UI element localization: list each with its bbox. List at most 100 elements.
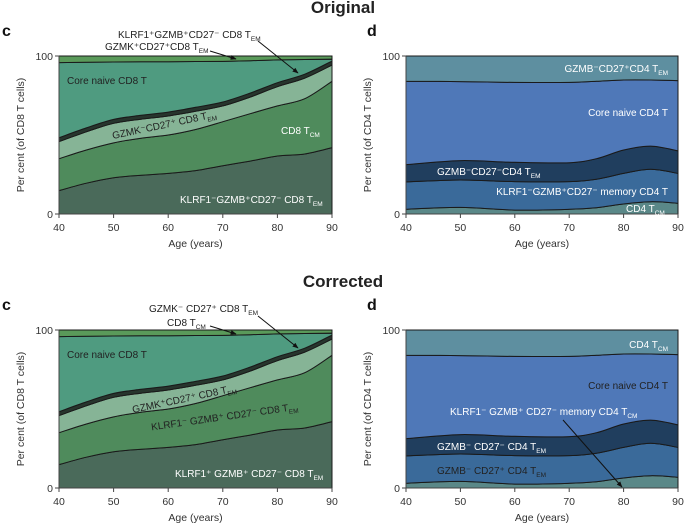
series-label-main: KLRF1⁻GZMB⁺CD27⁻ CD8 T <box>180 195 313 206</box>
label-arrow <box>209 325 237 335</box>
series-label-main: KLRF1⁻GZMB⁺CD27⁻ memory CD4 T <box>496 187 668 198</box>
series-label: CD8 TCM <box>281 126 320 139</box>
panel-letter: c <box>2 297 11 314</box>
series-label: GZMK⁻ CD27⁺ CD8 TEM <box>149 304 258 317</box>
x-axis-label: Age (years) <box>515 512 569 524</box>
panel-letter: c <box>2 23 11 40</box>
series-label-main: GZMB⁻ CD27⁺ CD4 T <box>437 466 536 477</box>
series-label-subscript: CM <box>658 346 668 353</box>
y-tick-label: 0 <box>47 483 53 495</box>
x-tick-label: 90 <box>326 496 338 508</box>
label-arrow <box>562 419 623 488</box>
y-axis-label: Per cent (of CD4 T cells) <box>362 78 374 193</box>
x-tick-label: 40 <box>53 222 65 234</box>
series-label: CD8 TCM <box>167 318 206 331</box>
series-label: KLRF1⁺GZMB⁺CD27⁻ CD8 TEM <box>118 30 261 43</box>
series-label-main: Core naive CD4 T <box>588 108 668 119</box>
x-tick-label: 90 <box>672 496 684 508</box>
series-label-main: CD8 T <box>167 318 196 329</box>
series-label-subscript: EM <box>227 389 238 398</box>
series-label: Core naive CD4 T <box>588 381 668 392</box>
series-label-main: Core naive CD8 T <box>67 76 147 87</box>
series-label-subscript: EM <box>536 448 546 455</box>
series-label-main: KLRF1⁻ GZMB⁺ CD27⁻ memory CD4 T <box>450 407 627 418</box>
label-arrow <box>257 40 299 74</box>
series-label-main: GZMB⁻CD27⁺CD4 T <box>565 64 659 75</box>
area-series-5 <box>58 55 333 64</box>
x-tick-label: 70 <box>217 222 229 234</box>
series-label-subscript: EM <box>536 472 546 479</box>
chart-panel-corrected-c: 40 50 60 70 80 90 0 100 Age (years) Per cent (of … <box>15 304 338 524</box>
series-label-subscript: EM <box>313 475 323 482</box>
chart-panel-original-d: 40 50 60 70 80 90 0 100 Age (years) Per cent (of … <box>362 51 684 250</box>
y-tick-label: 100 <box>35 325 53 337</box>
series-label-main: CD4 T <box>626 204 655 215</box>
series-label: KLRF1⁻GZMB⁺CD27⁻ CD8 TEM <box>180 195 323 208</box>
x-tick-label: 50 <box>108 222 120 234</box>
series-label: Core naive CD8 T <box>67 76 147 87</box>
series-label-subscript: EM <box>531 173 541 180</box>
y-tick-label: 100 <box>382 325 400 337</box>
y-tick-label: 0 <box>394 209 400 221</box>
series-label-main: GZMK⁻ CD27⁺ CD8 T <box>149 304 248 315</box>
x-tick-label: 50 <box>455 222 467 234</box>
series-label-subscript: EM <box>288 408 299 416</box>
series-label: KLRF1⁻GZMB⁺CD27⁻ memory CD4 T <box>496 187 668 198</box>
label-arrow <box>209 50 237 60</box>
x-tick-label: 60 <box>509 222 521 234</box>
series-label: GZMB⁻CD27⁺CD4 TEM <box>565 64 668 77</box>
series-label-subscript: EM <box>658 70 668 77</box>
y-tick-label: 0 <box>394 483 400 495</box>
x-tick-label: 60 <box>162 222 174 234</box>
series-label: Core naive CD4 T <box>588 108 668 119</box>
series-label-main: GZMB⁻CD27⁻CD4 T <box>437 167 531 178</box>
chart-panel-original-c: 40 50 60 70 80 90 0 100 Age (years) Per cent (of … <box>15 30 338 250</box>
y-tick-label: 0 <box>47 209 53 221</box>
section-title-original: Original <box>311 0 375 17</box>
series-label-subscript: EM <box>248 310 258 317</box>
y-axis-label: Per cent (of CD4 T cells) <box>362 352 374 467</box>
y-tick-label: 100 <box>382 51 400 63</box>
series-label: CD4 TCM <box>626 204 665 217</box>
series-label: Core naive CD8 T <box>67 350 147 361</box>
panel-letter: d <box>367 23 377 40</box>
x-tick-label: 40 <box>400 222 412 234</box>
series-label-main: Core naive CD8 T <box>67 350 147 361</box>
series-label: GZMB⁻CD27⁻CD4 TEM <box>437 167 540 180</box>
x-axis-label: Age (years) <box>168 512 222 524</box>
series-label: KLRF1⁺ GZMB⁺ CD27⁻ CD8 TEM <box>175 469 323 482</box>
x-tick-label: 90 <box>326 222 338 234</box>
series-label-subscript: EM <box>207 115 218 124</box>
series-label: CD4 TCM <box>629 340 668 353</box>
series-label-main: KLRF1⁺GZMB⁺CD27⁻ CD8 T <box>118 30 251 41</box>
section-title-corrected: Corrected <box>303 272 383 291</box>
series-label-main: GZMB⁻ CD27⁻ CD4 T <box>437 442 536 453</box>
series-label-main: CD8 T <box>281 126 310 137</box>
series-label: GZMB⁻ CD27⁻ CD4 TEM <box>437 442 546 455</box>
x-axis-label: Age (years) <box>168 238 222 250</box>
series-label-main: Core naive CD4 T <box>588 381 668 392</box>
area-series-4 <box>405 55 679 84</box>
x-tick-label: 50 <box>455 496 467 508</box>
series-label-subscript: CM <box>627 413 637 420</box>
series-label: KLRF1⁻ GZMB⁺ CD27⁻ memory CD4 TCM <box>450 407 637 420</box>
area-series-5 <box>58 329 333 338</box>
y-axis-label: Per cent (of CD8 T cells) <box>15 78 27 193</box>
x-tick-label: 80 <box>272 222 284 234</box>
series-label-subscript: EM <box>199 48 209 55</box>
series-label-subscript: CM <box>655 210 665 217</box>
label-arrow <box>257 315 299 349</box>
x-tick-label: 80 <box>618 222 630 234</box>
series-label-subscript: EM <box>313 201 323 208</box>
x-tick-label: 80 <box>272 496 284 508</box>
series-label-subscript: CM <box>310 132 320 139</box>
x-tick-label: 40 <box>400 496 412 508</box>
series-label-main: CD4 T <box>629 340 658 351</box>
x-tick-label: 80 <box>618 496 630 508</box>
y-tick-label: 100 <box>35 51 53 63</box>
x-tick-label: 60 <box>162 496 174 508</box>
area-series-4 <box>405 329 679 358</box>
chart-panel-corrected-d: 40 50 60 70 80 90 0 100 Age (years) Per cent (of … <box>362 325 684 524</box>
series-label-subscript: EM <box>251 36 261 43</box>
